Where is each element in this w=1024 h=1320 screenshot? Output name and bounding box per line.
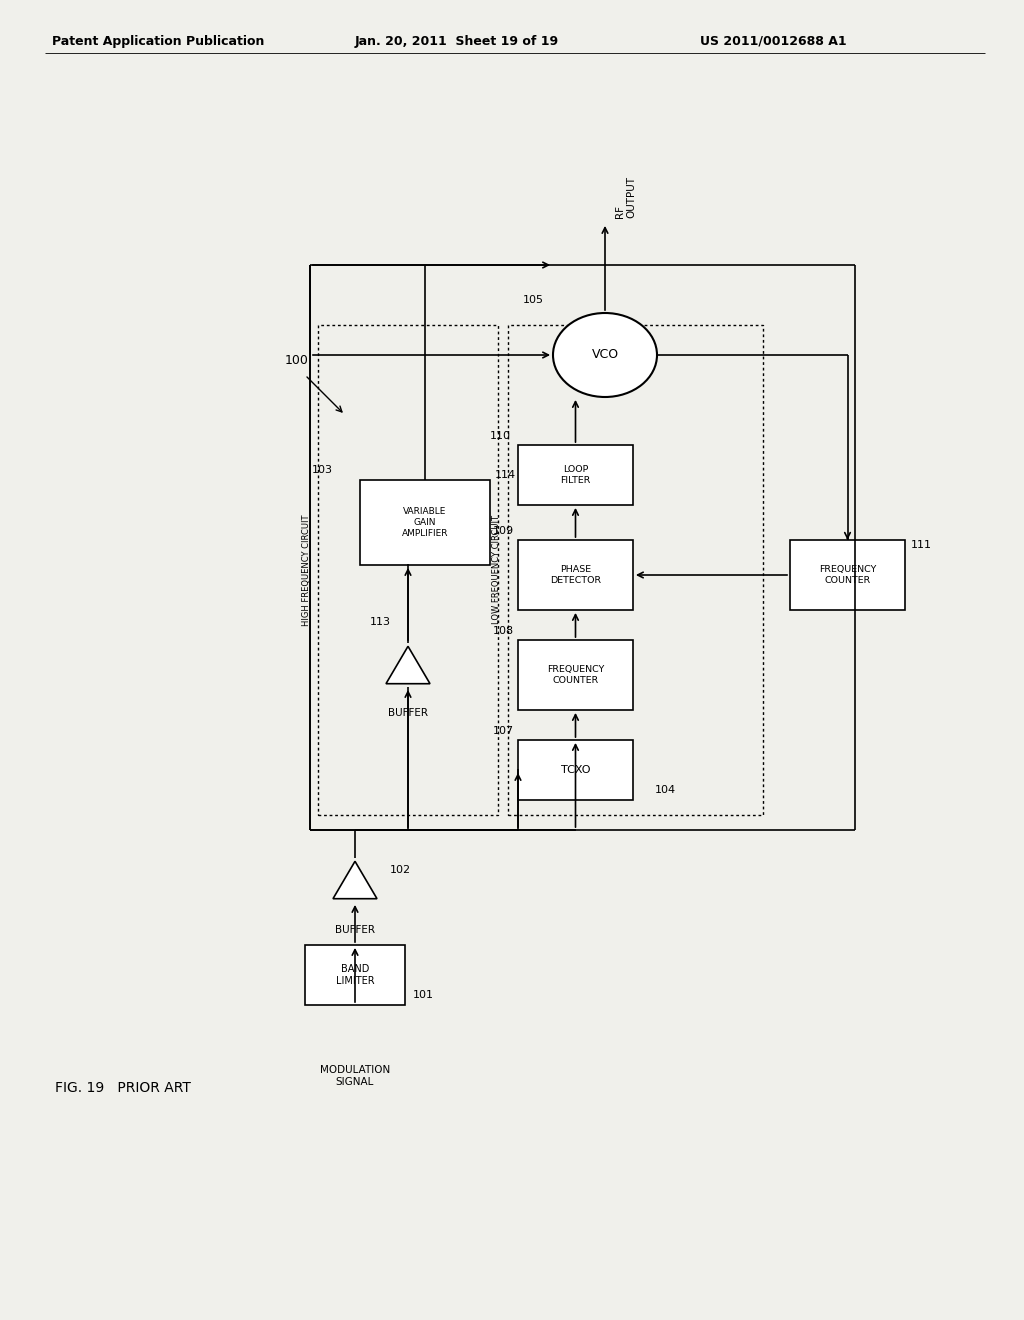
Text: LOOP
FILTER: LOOP FILTER: [560, 465, 591, 484]
Text: 107: 107: [493, 726, 514, 737]
Text: FIG. 19   PRIOR ART: FIG. 19 PRIOR ART: [55, 1081, 190, 1096]
Text: 105: 105: [522, 294, 544, 305]
Bar: [518, 741, 633, 800]
Text: 114: 114: [495, 470, 516, 480]
Text: 100: 100: [285, 354, 309, 367]
Text: FREQUENCY
COUNTER: FREQUENCY COUNTER: [819, 565, 877, 585]
Text: US 2011/0012688 A1: US 2011/0012688 A1: [700, 36, 847, 48]
Bar: [518, 540, 633, 610]
Text: 108: 108: [493, 626, 514, 636]
Text: BAND
LIMITER: BAND LIMITER: [336, 964, 375, 986]
Bar: [508, 325, 763, 814]
Bar: [518, 640, 633, 710]
Polygon shape: [333, 861, 377, 899]
Bar: [518, 445, 633, 506]
Text: MODULATION
SIGNAL: MODULATION SIGNAL: [319, 1065, 390, 1088]
Text: Jan. 20, 2011  Sheet 19 of 19: Jan. 20, 2011 Sheet 19 of 19: [355, 36, 559, 48]
Text: FREQUENCY
COUNTER: FREQUENCY COUNTER: [547, 665, 604, 685]
Polygon shape: [386, 647, 430, 684]
Bar: [305, 945, 406, 1005]
Text: VARIABLE
GAIN
AMPLIFIER: VARIABLE GAIN AMPLIFIER: [401, 507, 449, 539]
Text: LOW FREQUENCY CIRCUIT: LOW FREQUENCY CIRCUIT: [492, 516, 501, 624]
Text: 111: 111: [911, 540, 932, 550]
Text: BUFFER: BUFFER: [388, 708, 428, 718]
Text: 110: 110: [489, 432, 511, 441]
Text: RF
OUTPUT: RF OUTPUT: [615, 176, 637, 218]
Bar: [360, 480, 490, 565]
Text: 103: 103: [312, 465, 333, 475]
Text: 109: 109: [493, 525, 514, 536]
Text: 102: 102: [390, 865, 411, 875]
Text: HIGH FREQUENCY CIRCUIT: HIGH FREQUENCY CIRCUIT: [301, 515, 310, 626]
Ellipse shape: [553, 313, 657, 397]
Text: BUFFER: BUFFER: [335, 925, 375, 935]
Text: TCXO: TCXO: [561, 766, 590, 775]
Text: 101: 101: [413, 990, 434, 1001]
Text: PHASE
DETECTOR: PHASE DETECTOR: [550, 565, 601, 585]
Text: Patent Application Publication: Patent Application Publication: [52, 36, 264, 48]
Text: 104: 104: [655, 785, 676, 795]
Bar: [318, 325, 498, 814]
Text: VCO: VCO: [592, 348, 618, 362]
Text: 113: 113: [370, 616, 390, 627]
Bar: [790, 540, 905, 610]
